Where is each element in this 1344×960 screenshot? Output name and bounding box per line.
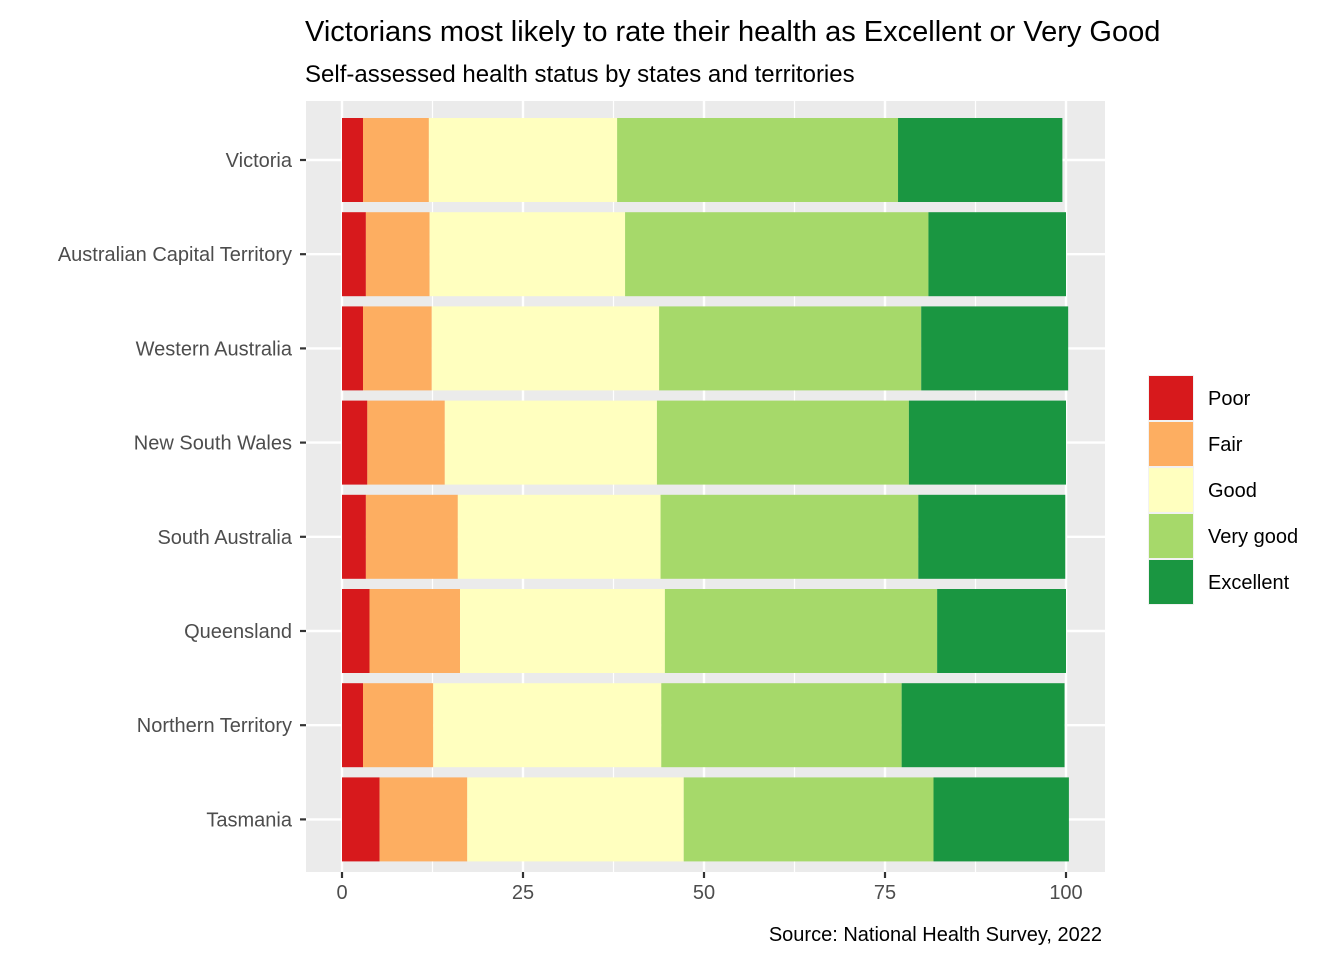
bar-segment [933,777,1069,862]
y-tick-label: South Australia [157,527,292,549]
legend-swatch [1149,560,1193,604]
bar-segment [379,777,468,862]
bar-segment [460,589,665,673]
bar-segment [656,400,909,485]
bar-segment [918,494,1066,579]
bar-segment [362,306,432,391]
bar-segment [898,118,1063,202]
y-tick-label: Victoria [226,150,293,172]
bar-segment [367,400,445,485]
bar-segment [433,683,662,768]
legend-swatch [1149,422,1193,466]
bar-segment [428,118,618,202]
bar-segment [908,400,1066,485]
bar-segment [342,494,366,579]
bar-segment [369,589,461,673]
legend-label: Poor [1208,388,1251,410]
legend-label: Fair [1208,434,1243,456]
bar-segment [362,683,434,768]
bar-segment [444,400,657,485]
y-tick-label: Northern Territory [137,715,292,737]
bar-segment [625,212,929,297]
legend: Poor Fair Good Very good Excellent [1148,375,1298,605]
y-tick-label: Western Australia [136,338,293,360]
bar-segment [342,777,380,862]
legend-swatch [1149,468,1193,512]
bars [342,118,1069,862]
bar-segment [342,212,366,297]
legend-label: Excellent [1208,572,1290,594]
bar-segment [937,589,1066,673]
bar-segment [457,494,661,579]
bar-segment [342,589,370,673]
bar-segment [467,777,684,862]
y-tick-label: New South Wales [134,433,292,455]
bar-segment [664,589,938,673]
legend-label: Very good [1208,526,1298,548]
chart-caption: Source: National Health Survey, 2022 [769,924,1102,946]
bar-segment [617,118,899,202]
bar-segment [659,306,922,391]
bar-segment [362,118,429,202]
x-tick-label: 25 [512,882,534,904]
chart-subtitle: Self-assessed health status by states an… [305,61,855,88]
bar-segment [901,683,1065,768]
bar-segment [683,777,934,862]
bar-segment [342,306,363,391]
x-tick-label: 75 [874,882,896,904]
y-tick-label: Australian Capital Territory [58,244,292,266]
x-tick-label: 0 [336,882,347,904]
y-axis: Victoria Australian Capital Territory West… [58,150,306,831]
bar-segment [928,212,1066,297]
bar-segment [429,212,626,297]
bar-segment [342,118,363,202]
x-tick-label: 100 [1049,882,1082,904]
bar-segment [431,306,660,391]
legend-swatch [1149,514,1193,558]
bar-segment [365,212,430,297]
y-tick-label: Tasmania [206,809,292,831]
bar-segment [661,683,902,768]
chart-title: Victorians most likely to rate their hea… [305,16,1160,48]
bar-segment [342,683,363,768]
x-axis: 0 25 50 75 100 [336,872,1083,904]
y-tick-label: Queensland [184,621,292,643]
bar-segment [365,494,458,579]
x-tick-label: 50 [693,882,715,904]
legend-label: Good [1208,480,1257,502]
bar-segment [342,400,368,485]
legend-swatch [1149,376,1193,420]
bar-segment [660,494,919,579]
bar-segment [921,306,1069,391]
